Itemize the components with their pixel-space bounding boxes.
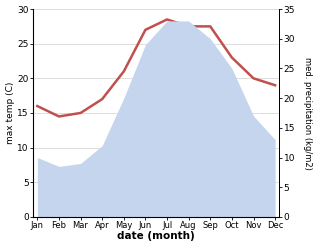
Y-axis label: med. precipitation (kg/m2): med. precipitation (kg/m2)	[303, 57, 313, 169]
Y-axis label: max temp (C): max temp (C)	[5, 82, 15, 144]
X-axis label: date (month): date (month)	[117, 231, 195, 242]
